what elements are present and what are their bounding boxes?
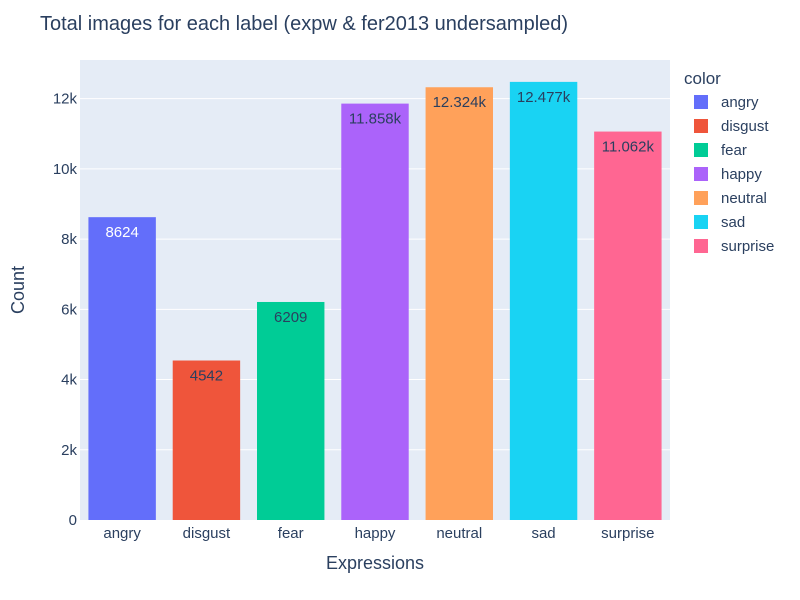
y-tick-label: 6k xyxy=(61,301,77,318)
y-axis-ticks: 0 2k 4k 6k 8k 10k 12k xyxy=(53,91,78,529)
legend-label: angry xyxy=(721,94,759,111)
y-axis-title: Count xyxy=(8,266,28,314)
bar-value-label: 11.858k xyxy=(349,111,402,128)
x-tick-label: neutral xyxy=(436,525,482,542)
x-tick-label: angry xyxy=(103,525,141,542)
bar-value-label: 12.324k xyxy=(433,94,487,111)
legend-item-sad[interactable]: sad xyxy=(694,214,745,231)
y-tick-label: 2k xyxy=(61,442,77,459)
x-tick-label: surprise xyxy=(601,525,654,542)
legend-item-disgust[interactable]: disgust xyxy=(694,118,769,135)
chart-title: Total images for each label (expw & fer2… xyxy=(40,13,568,35)
bar-happy xyxy=(341,103,409,520)
legend-item-happy[interactable]: happy xyxy=(694,166,762,183)
legend-swatch xyxy=(694,215,708,229)
legend-swatch xyxy=(694,143,708,157)
x-tick-label: sad xyxy=(531,525,555,542)
bar-value-label: 8624 xyxy=(105,224,138,241)
bar-sad xyxy=(509,81,578,520)
legend-label: happy xyxy=(721,166,762,183)
legend-item-neutral[interactable]: neutral xyxy=(694,190,767,207)
bar-fear xyxy=(257,301,325,520)
x-tick-label: fear xyxy=(278,525,304,542)
legend-swatch xyxy=(694,95,708,109)
legend-title: color xyxy=(684,69,721,88)
y-tick-label: 0 xyxy=(69,512,77,529)
x-tick-label: happy xyxy=(355,525,396,542)
bar-value-label: 12.477k xyxy=(517,89,571,106)
y-tick-label: 8k xyxy=(61,231,77,248)
legend-label: disgust xyxy=(721,118,769,135)
bar-neutral xyxy=(425,87,493,521)
y-tick-label: 4k xyxy=(61,372,77,389)
bar-value-label: 4542 xyxy=(190,368,223,385)
legend-swatch xyxy=(694,239,708,253)
bar-disgust xyxy=(172,360,241,520)
legend-label: sad xyxy=(721,214,745,231)
bar-surprise xyxy=(594,131,662,520)
legend-label: neutral xyxy=(721,190,767,207)
bar-angry xyxy=(88,217,156,520)
y-tick-label: 10k xyxy=(53,161,78,178)
legend: color angry disgust fear happy neutral sad sur… xyxy=(684,69,774,255)
x-tick-label: disgust xyxy=(183,525,231,542)
x-axis-title: Expressions xyxy=(326,553,424,573)
legend-item-angry[interactable]: angry xyxy=(694,94,759,111)
x-axis-ticks: angry disgust fear happy neutral sad surprise xyxy=(103,525,654,542)
legend-swatch xyxy=(694,167,708,181)
legend-item-fear[interactable]: fear xyxy=(694,142,747,159)
legend-swatch xyxy=(694,191,708,205)
legend-item-surprise[interactable]: surprise xyxy=(694,238,774,255)
bars xyxy=(88,81,662,521)
legend-swatch xyxy=(694,119,708,133)
y-tick-label: 12k xyxy=(53,91,78,108)
bar-value-label: 6209 xyxy=(274,309,307,326)
bar-value-label: 11.062k xyxy=(602,139,655,156)
legend-label: fear xyxy=(721,142,747,159)
legend-label: surprise xyxy=(721,238,774,255)
bar-labels: 8624 4542 6209 11.858k 12.324k 12.477k 11.062k xyxy=(105,89,654,385)
